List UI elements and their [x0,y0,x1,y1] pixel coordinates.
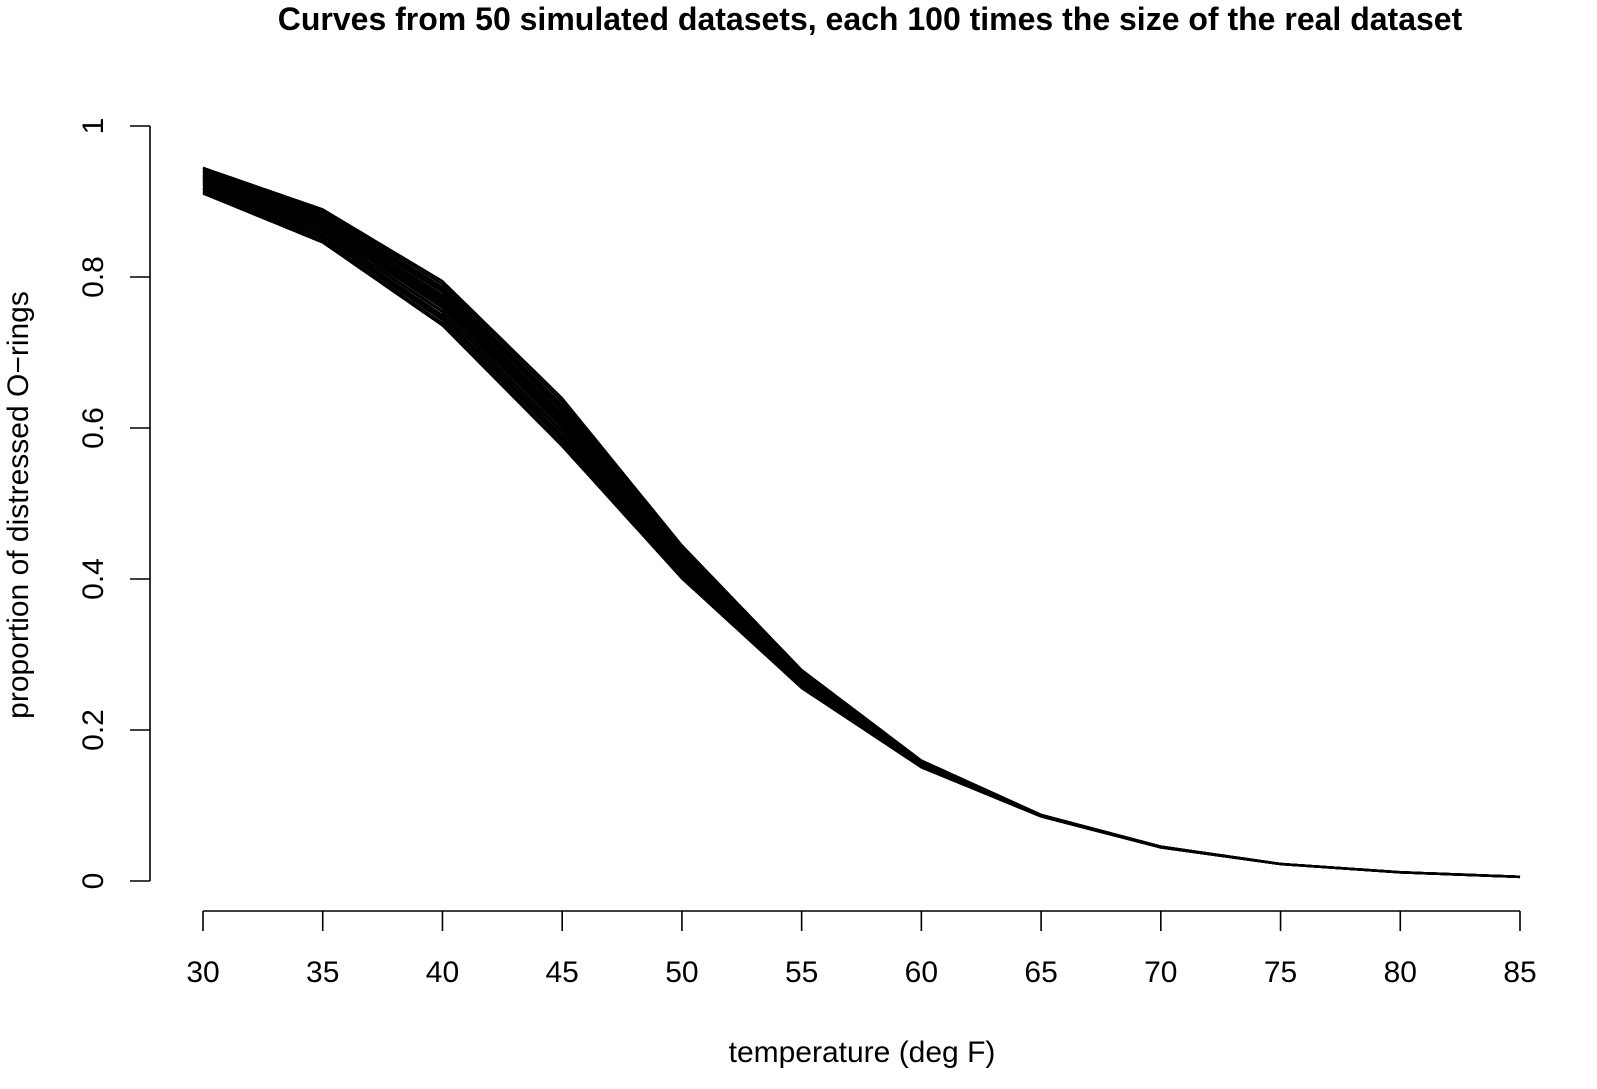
y-tick-label: 1 [77,118,110,135]
x-tick-label: 80 [1384,956,1417,989]
x-tick-label: 85 [1503,956,1536,989]
y-axis-title: proportion of distressed O−rings [2,291,35,719]
y-tick-label: 0.6 [77,407,110,449]
y-tick-label: 0 [77,873,110,890]
curve-family [202,166,1521,879]
x-axis-title: temperature (deg F) [729,1036,996,1069]
simulated-curve [202,190,1521,879]
simulated-curve [202,192,1521,879]
y-tick-label: 0.8 [77,256,110,298]
simulated-curve [202,192,1521,879]
x-tick-label: 40 [426,956,459,989]
y-tick-label: 0.4 [77,558,110,600]
x-tick-label: 55 [785,956,818,989]
y-axis: 0 0.2 0.4 0.6 0.8 1 [77,118,151,890]
x-tick-label: 35 [306,956,339,989]
x-tick-label: 30 [186,956,219,989]
x-tick-label: 70 [1144,956,1177,989]
y-tick-label: 0.2 [77,709,110,751]
x-tick-label: 65 [1024,956,1057,989]
x-axis: 30 35 40 45 50 55 60 65 70 75 80 85 [186,910,1537,989]
x-tick-label: 75 [1264,956,1297,989]
x-tick-label: 60 [905,956,938,989]
x-tick-label: 45 [545,956,578,989]
chart-title: Curves from 50 simulated datasets, each … [278,1,1463,37]
simulated-curve [202,183,1521,878]
x-tick-label: 50 [665,956,698,989]
